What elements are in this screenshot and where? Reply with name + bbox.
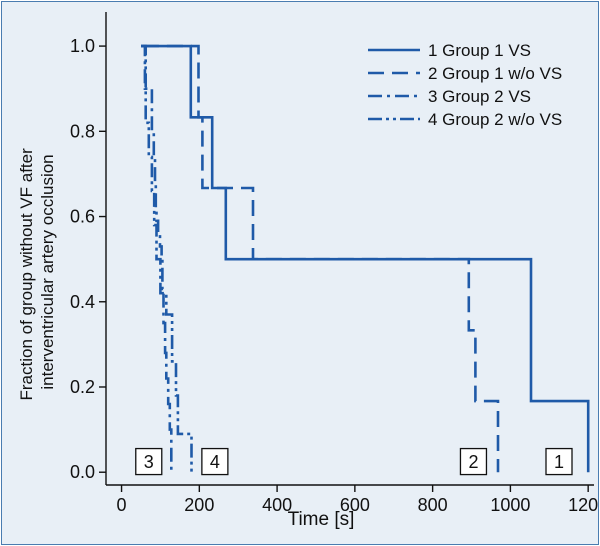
- legend-label: 2 Group 1 w/o VS: [428, 64, 562, 83]
- x-tick-label: 600: [340, 495, 370, 515]
- series-line-4: [141, 44, 193, 473]
- legend-label: 1 Group 1 VS: [428, 41, 531, 60]
- y-tick-label: 0.8: [70, 121, 95, 141]
- x-axis-label: Time [s]: [288, 509, 355, 530]
- y-axis-label-line-1: Fraction of group without VF after: [17, 148, 36, 401]
- y-tick-label: 0.6: [70, 207, 95, 227]
- y-tick-label: 0.0: [70, 462, 95, 482]
- y-tick-label: 1.0: [70, 36, 95, 56]
- end-label-text: 2: [468, 452, 478, 472]
- x-tick-label: 1000: [490, 495, 530, 515]
- end-label-box: [545, 447, 573, 476]
- end-label-box: [459, 447, 488, 476]
- legend-entry-3: 3 Group 2 VS: [368, 87, 531, 106]
- series-line-2: [142, 44, 500, 473]
- legend-label: 4 Group 2 w/o VS: [428, 110, 562, 129]
- series-end-label-1: 1: [545, 447, 573, 476]
- series-end-label-2: 2: [459, 447, 488, 476]
- legend: 1 Group 1 VS 2 Group 1 w/o VS 3 Group 2 VS…: [368, 41, 562, 129]
- y-tick-label: 0.4: [70, 292, 95, 312]
- y-tick-label: 0.2: [70, 377, 95, 397]
- legend-entry-2: 2 Group 1 w/o VS: [368, 64, 562, 83]
- legend-entry-4: 4 Group 2 w/o VS: [368, 110, 562, 129]
- series-line-3: [141, 44, 173, 473]
- end-label-box: [201, 447, 229, 476]
- end-labels: 1 2 3 4: [135, 447, 573, 476]
- legend-entry-1: 1 Group 1 VS: [368, 41, 531, 60]
- series-end-label-3: 3: [135, 447, 163, 476]
- series-end-label-4: 4: [201, 447, 229, 476]
- x-tick-label: 0: [117, 495, 127, 515]
- y-axis-label: Fraction of group without VF after inter…: [17, 143, 57, 400]
- end-label-text: 1: [554, 452, 564, 472]
- x-tick-label: 200: [184, 495, 214, 515]
- legend-label: 3 Group 2 VS: [428, 87, 531, 106]
- y-axis-label-line-2: interventricular artery occlusion: [38, 154, 57, 389]
- x-tick-label: 800: [418, 495, 448, 515]
- end-label-text: 4: [210, 452, 220, 472]
- end-label-box: [135, 447, 163, 476]
- series-layer: [141, 44, 590, 473]
- x-tick-label: 400: [262, 495, 292, 515]
- end-label-text: 3: [144, 452, 154, 472]
